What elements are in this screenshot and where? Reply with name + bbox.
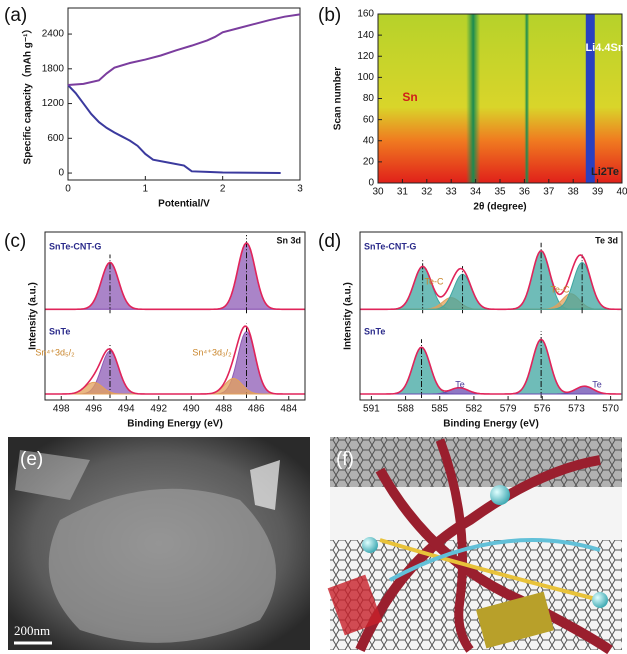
y-tick-label: 80 <box>363 93 375 104</box>
x-axis-label: 2θ (degree) <box>473 202 526 213</box>
panel-label: (b) <box>318 5 341 26</box>
y-tick-label: 1800 <box>42 63 65 74</box>
annotation: Sn⁴⁺3d₅/₂ <box>35 347 75 357</box>
x-tick-label: 38 <box>568 187 580 198</box>
x-tick-label: 570 <box>602 404 619 415</box>
fitted-peak <box>360 261 623 310</box>
y-tick-label: 140 <box>357 30 374 41</box>
fitted-peak <box>45 262 305 310</box>
envelope <box>360 249 622 311</box>
x-tick-label: 579 <box>500 404 517 415</box>
x-tick-label: 494 <box>118 404 135 415</box>
data-line <box>67 84 281 175</box>
trace-name: SnTe-CNT-G <box>364 242 416 252</box>
x-tick-label: 30 <box>372 187 384 198</box>
heatmap-band <box>466 14 481 183</box>
heatmap-field <box>378 14 622 183</box>
panel-title: Sn 3d <box>276 235 301 245</box>
annotation: Sn <box>402 90 417 104</box>
x-axis-label: Binding Energy (eV) <box>443 419 539 430</box>
fitted-peak <box>45 242 305 310</box>
x-tick-label: 486 <box>248 404 265 415</box>
panel-label: (e) <box>20 449 43 470</box>
y-axis-label: Scan number <box>333 67 344 130</box>
x-tick-label: 488 <box>215 404 232 415</box>
y-axis-label: Intensity (a.u.) <box>28 282 39 350</box>
y-tick-label: 0 <box>368 178 374 189</box>
panel-label: (f) <box>336 449 354 470</box>
x-tick-label: 582 <box>466 404 483 415</box>
annotation: Te-C <box>424 276 444 286</box>
x-tick-label: 34 <box>470 187 482 198</box>
panel-label: (a) <box>4 5 27 26</box>
x-tick-label: 1 <box>143 184 149 195</box>
x-tick-label: 576 <box>534 404 551 415</box>
y-tick-label: 60 <box>363 114 375 125</box>
y-tick-label: 100 <box>357 72 374 83</box>
x-tick-label: 490 <box>183 404 200 415</box>
annotation: Te <box>592 379 602 389</box>
y-axis-label: Intensity (a.u.) <box>343 282 354 350</box>
x-tick-label: 585 <box>431 404 448 415</box>
y-tick-label: 20 <box>363 157 375 168</box>
panel-label: (d) <box>318 231 341 252</box>
trace-name: SnTe <box>364 326 385 336</box>
y-axis-label: Specific capacity（mAh g⁻¹） <box>21 24 34 165</box>
x-tick-label: 35 <box>494 187 506 198</box>
x-tick-label: 573 <box>568 404 585 415</box>
x-tick-label: 591 <box>363 404 380 415</box>
x-tick-label: 31 <box>397 187 409 198</box>
x-tick-label: 36 <box>519 187 531 198</box>
schematic-image <box>327 437 622 654</box>
y-tick-label: 120 <box>357 51 374 62</box>
x-tick-label: 492 <box>150 404 167 415</box>
x-tick-label: 40 <box>616 187 627 198</box>
x-tick-label: 39 <box>592 187 604 198</box>
annotation: Li2Te <box>591 166 619 178</box>
plot-frame <box>359 231 623 401</box>
plot-frame <box>67 7 301 181</box>
x-tick-label: 496 <box>85 404 102 415</box>
sem-image <box>8 437 310 650</box>
x-axis-label: Binding Energy (eV) <box>127 419 223 430</box>
y-tick-label: 40 <box>363 135 375 146</box>
x-tick-label: 33 <box>446 187 458 198</box>
heatmap-band <box>524 14 530 183</box>
trace-name: SnTe-CNT-G <box>49 242 101 252</box>
x-tick-label: 2 <box>220 184 226 195</box>
x-tick-label: 32 <box>421 187 433 198</box>
y-tick-label: 2400 <box>42 29 65 40</box>
y-tick-label: 1200 <box>42 98 65 109</box>
envelope <box>360 338 622 395</box>
x-tick-label: 3 <box>297 184 303 195</box>
y-tick-label: 600 <box>47 133 64 144</box>
annotation: Te-C <box>550 284 570 294</box>
trace-name: SnTe <box>49 326 70 336</box>
plot-frame <box>44 231 306 401</box>
y-tick-label: 160 <box>357 9 374 20</box>
annotation: Sn⁴⁺3d₃/₂ <box>192 347 232 357</box>
y-tick-label: 0 <box>58 168 64 179</box>
annotation: Li4.4Sn <box>585 42 624 54</box>
x-tick-label: 37 <box>543 187 555 198</box>
scale-bar-label: 200nm <box>14 623 50 638</box>
fitted-peak <box>45 331 305 395</box>
x-tick-label: 498 <box>53 404 70 415</box>
x-tick-label: 484 <box>280 404 297 415</box>
data-line <box>67 13 301 87</box>
panel-title: Te 3d <box>595 235 618 245</box>
x-tick-label: 0 <box>65 184 71 195</box>
x-tick-label: 588 <box>397 404 414 415</box>
annotation: Te <box>455 379 465 389</box>
envelope <box>45 325 305 395</box>
x-axis-label: Potential/V <box>158 199 210 210</box>
heatmap-band <box>585 14 595 183</box>
envelope <box>45 242 305 311</box>
panel-label: (c) <box>4 231 26 252</box>
